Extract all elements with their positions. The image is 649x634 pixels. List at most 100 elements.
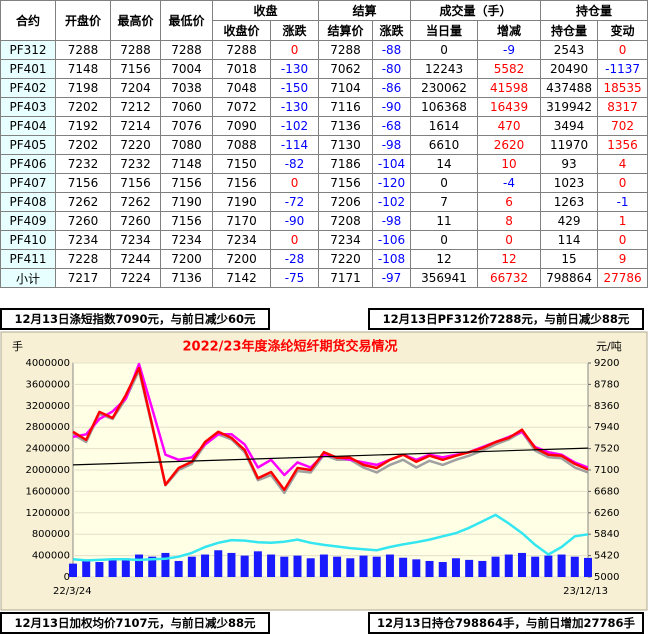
value-cell: 7214 (110, 116, 161, 136)
value-cell: 7288 (160, 40, 213, 60)
bar (95, 562, 104, 577)
value-cell: 7072 (212, 97, 271, 117)
y-tick-label: 2000000 (25, 465, 70, 476)
bar (372, 556, 381, 577)
value-cell: 7136 (160, 268, 213, 288)
value-cell: 7060 (160, 97, 213, 117)
x-tick-label: 22/3/24 (53, 586, 92, 597)
y2-axis-label: 元/吨 (596, 340, 622, 353)
value-cell: 12 (410, 249, 479, 269)
value-cell: 0 (597, 40, 649, 60)
value-cell: 8 (477, 211, 542, 231)
y-tick-label: 2800000 (25, 422, 70, 433)
value-cell: 0 (410, 230, 479, 250)
y-tick-label: 400000 (32, 551, 70, 562)
value-cell: 470 (477, 116, 542, 136)
contract-cell: PF406 (0, 154, 56, 174)
value-cell: 7220 (318, 249, 374, 269)
value-cell: 7262 (110, 192, 161, 212)
value-cell: 7080 (160, 135, 213, 155)
value-cell: 0 (597, 173, 649, 193)
y2-tick-label: 7940 (594, 422, 619, 433)
value-cell: 437488 (540, 78, 599, 98)
y-tick-label: 3600000 (25, 379, 70, 390)
bar (69, 563, 77, 577)
value-cell: 7186 (318, 154, 374, 174)
value-cell: -86 (372, 78, 412, 98)
value-cell: 1023 (540, 173, 599, 193)
header-cell: 最低价 (160, 0, 213, 41)
value-cell: -80 (372, 59, 412, 79)
value-cell: -4 (477, 173, 542, 193)
value-cell: 7148 (55, 59, 111, 79)
value-cell: -97 (372, 268, 412, 288)
price-note: 12月13日PF312价7288元，与前日减少88元 (368, 308, 644, 330)
value-cell: 2543 (540, 40, 599, 60)
value-cell: 7130 (318, 135, 374, 155)
value-cell: 7212 (110, 97, 161, 117)
contract-cell: PF407 (0, 173, 56, 193)
value-cell: 7090 (212, 116, 271, 136)
value-cell: 15 (540, 249, 599, 269)
value-cell: 27786 (597, 268, 649, 288)
bar (267, 554, 276, 577)
contract-cell: PF404 (0, 116, 56, 136)
value-cell: -114 (269, 135, 320, 155)
chart: 2022/23年度涤纶短纤期货交易情况 手 元/吨 0 400000 800000 1… (0, 331, 648, 611)
value-cell: 12243 (410, 59, 479, 79)
header-cell: 涨跌 (372, 20, 412, 41)
y-tick-label: 0 (64, 572, 70, 583)
bar (280, 556, 289, 577)
bar (425, 560, 434, 577)
value-cell: 5582 (477, 59, 542, 79)
value-cell: 18535 (597, 78, 649, 98)
value-cell: 8317 (597, 97, 649, 117)
value-cell: -68 (372, 116, 412, 136)
header-cell: 收盘 (211, 0, 320, 21)
avg-price-note: 12月13日加权均价7107元，与前日减少88元 (0, 612, 270, 634)
value-cell: -108 (372, 249, 412, 269)
trend-line (72, 447, 589, 466)
contract-cell: 小计 (0, 268, 56, 288)
value-cell: 702 (597, 116, 649, 136)
data-row: PF405 7202 7220 7080 7088 -114 7130 -98 6610 2620… (0, 135, 649, 155)
header-cell: 成交量（手） (410, 0, 542, 21)
bar (570, 556, 579, 577)
contract-cell: PF401 (0, 59, 56, 79)
value-cell: 230062 (410, 78, 479, 98)
value-cell: 7136 (318, 116, 374, 136)
header-cell: 开盘价 (55, 0, 111, 41)
header-cell: 合约 (0, 0, 56, 41)
header-cell: 最高价 (110, 0, 161, 41)
value-cell: 0 (269, 173, 320, 193)
value-cell: 6 (477, 192, 542, 212)
value-cell: 0 (269, 230, 320, 250)
value-cell: -28 (269, 249, 320, 269)
data-row: 小计 7217 7224 7136 7142 -75 7171 -97 356941 66732 7… (0, 268, 649, 288)
header-cell: 结算价 (318, 20, 374, 41)
value-cell: 356941 (410, 268, 479, 288)
bar (121, 558, 130, 577)
value-cell: 16439 (477, 97, 542, 117)
value-cell: 7288 (212, 40, 271, 60)
value-cell: -102 (269, 116, 320, 136)
bar (82, 560, 91, 577)
data-row: PF410 7234 7234 7234 7234 0 7234 -106 0 0 114 0 (0, 230, 649, 250)
value-cell: 7288 (110, 40, 161, 60)
value-cell: 7018 (212, 59, 271, 79)
value-cell: 7088 (212, 135, 271, 155)
value-cell: 7206 (318, 192, 374, 212)
value-cell: 9 (597, 249, 649, 269)
y2-tick-label: 8360 (594, 401, 619, 412)
value-cell: -90 (269, 211, 320, 231)
y2-tick-label: 5420 (594, 551, 619, 562)
value-cell: 319942 (540, 97, 599, 117)
bar (319, 554, 328, 577)
value-cell: 10 (477, 154, 542, 174)
bar (333, 556, 342, 577)
contract-cell: PF403 (0, 97, 56, 117)
value-cell: 7048 (212, 78, 271, 98)
header-cell: 变动 (597, 20, 649, 41)
value-cell: -9 (477, 40, 542, 60)
